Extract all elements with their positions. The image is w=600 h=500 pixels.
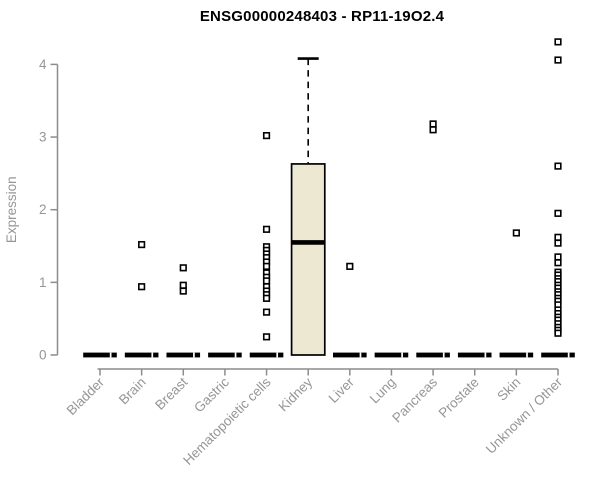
collapsed-box: [333, 352, 367, 358]
box: [290, 163, 326, 356]
collapsed-box-gap: [151, 352, 154, 358]
outlier-point: [554, 233, 562, 241]
x-tick-label: Breast: [152, 374, 190, 412]
outlier-point: [554, 56, 562, 64]
outlier-point: [262, 308, 271, 316]
x-tick-label: Pancreas: [389, 374, 440, 425]
outlier-point: [429, 126, 437, 134]
collapsed-box-gap: [109, 352, 112, 358]
outlier-point: [262, 131, 271, 140]
outlier-point: [179, 264, 187, 272]
collapsed-box: [124, 352, 159, 358]
outlier-point: [512, 229, 520, 237]
collapsed-box-gap: [567, 352, 570, 358]
collapsed-box: [249, 352, 284, 358]
y-tick-label: 3: [39, 130, 47, 145]
outlier-point: [179, 287, 187, 295]
outlier-point: [554, 259, 562, 267]
collapsed-box: [541, 352, 575, 358]
collapsed-box-gap: [401, 352, 403, 358]
collapsed-box: [499, 352, 534, 358]
outlier-point: [554, 162, 562, 170]
outlier-point: [262, 333, 271, 341]
collapsed-box-gap: [276, 352, 279, 358]
outlier-point: [179, 281, 187, 289]
outlier-point: [262, 277, 271, 285]
y-tick-label: 4: [39, 57, 47, 72]
collapsed-box-gap: [526, 352, 528, 358]
outlier-point: [554, 329, 562, 337]
chart-title: ENSG00000248403 - RP11-19O2.4: [199, 8, 445, 25]
outlier-point: [262, 225, 271, 233]
y-axis-title: Expression: [4, 176, 19, 243]
outlier-point: [554, 38, 562, 46]
x-tick-label: Unknown / Other: [483, 374, 566, 457]
x-tick-label: Kidney: [276, 374, 316, 414]
collapsed-box-gap: [234, 352, 237, 358]
y-tick-label: 2: [39, 202, 47, 217]
outlier-point: [138, 240, 146, 249]
outlier-point: [429, 120, 437, 128]
x-tick-label: Gastric: [191, 374, 232, 415]
outlier-point: [262, 294, 271, 302]
collapsed-box: [416, 352, 450, 358]
x-tick-label: Liver: [326, 374, 358, 406]
outlier-point: [262, 262, 271, 270]
collapsed-box: [208, 352, 242, 358]
collapsed-box: [166, 352, 201, 358]
collapsed-box-gap: [193, 352, 195, 358]
y-tick-label: 0: [39, 348, 47, 363]
collapsed-box: [374, 352, 409, 358]
x-tick-label: Lung: [367, 375, 399, 407]
collapsed-box: [457, 352, 492, 358]
x-tick-label: Brain: [116, 375, 149, 408]
y-tick-label: 1: [39, 275, 47, 290]
collapsed-box: [83, 352, 117, 358]
outlier-point: [346, 262, 354, 270]
outlier-point: [138, 283, 146, 291]
outlier-point: [554, 253, 562, 261]
collapsed-box-gap: [359, 352, 362, 358]
x-tick-label: Bladder: [64, 374, 108, 418]
outlier-point: [554, 209, 562, 217]
collapsed-box-gap: [442, 352, 445, 358]
x-tick-label: Prostate: [436, 375, 482, 421]
outlier-point: [554, 239, 562, 247]
collapsed-box-gap: [484, 352, 487, 358]
x-tick-label: Skin: [494, 375, 523, 404]
